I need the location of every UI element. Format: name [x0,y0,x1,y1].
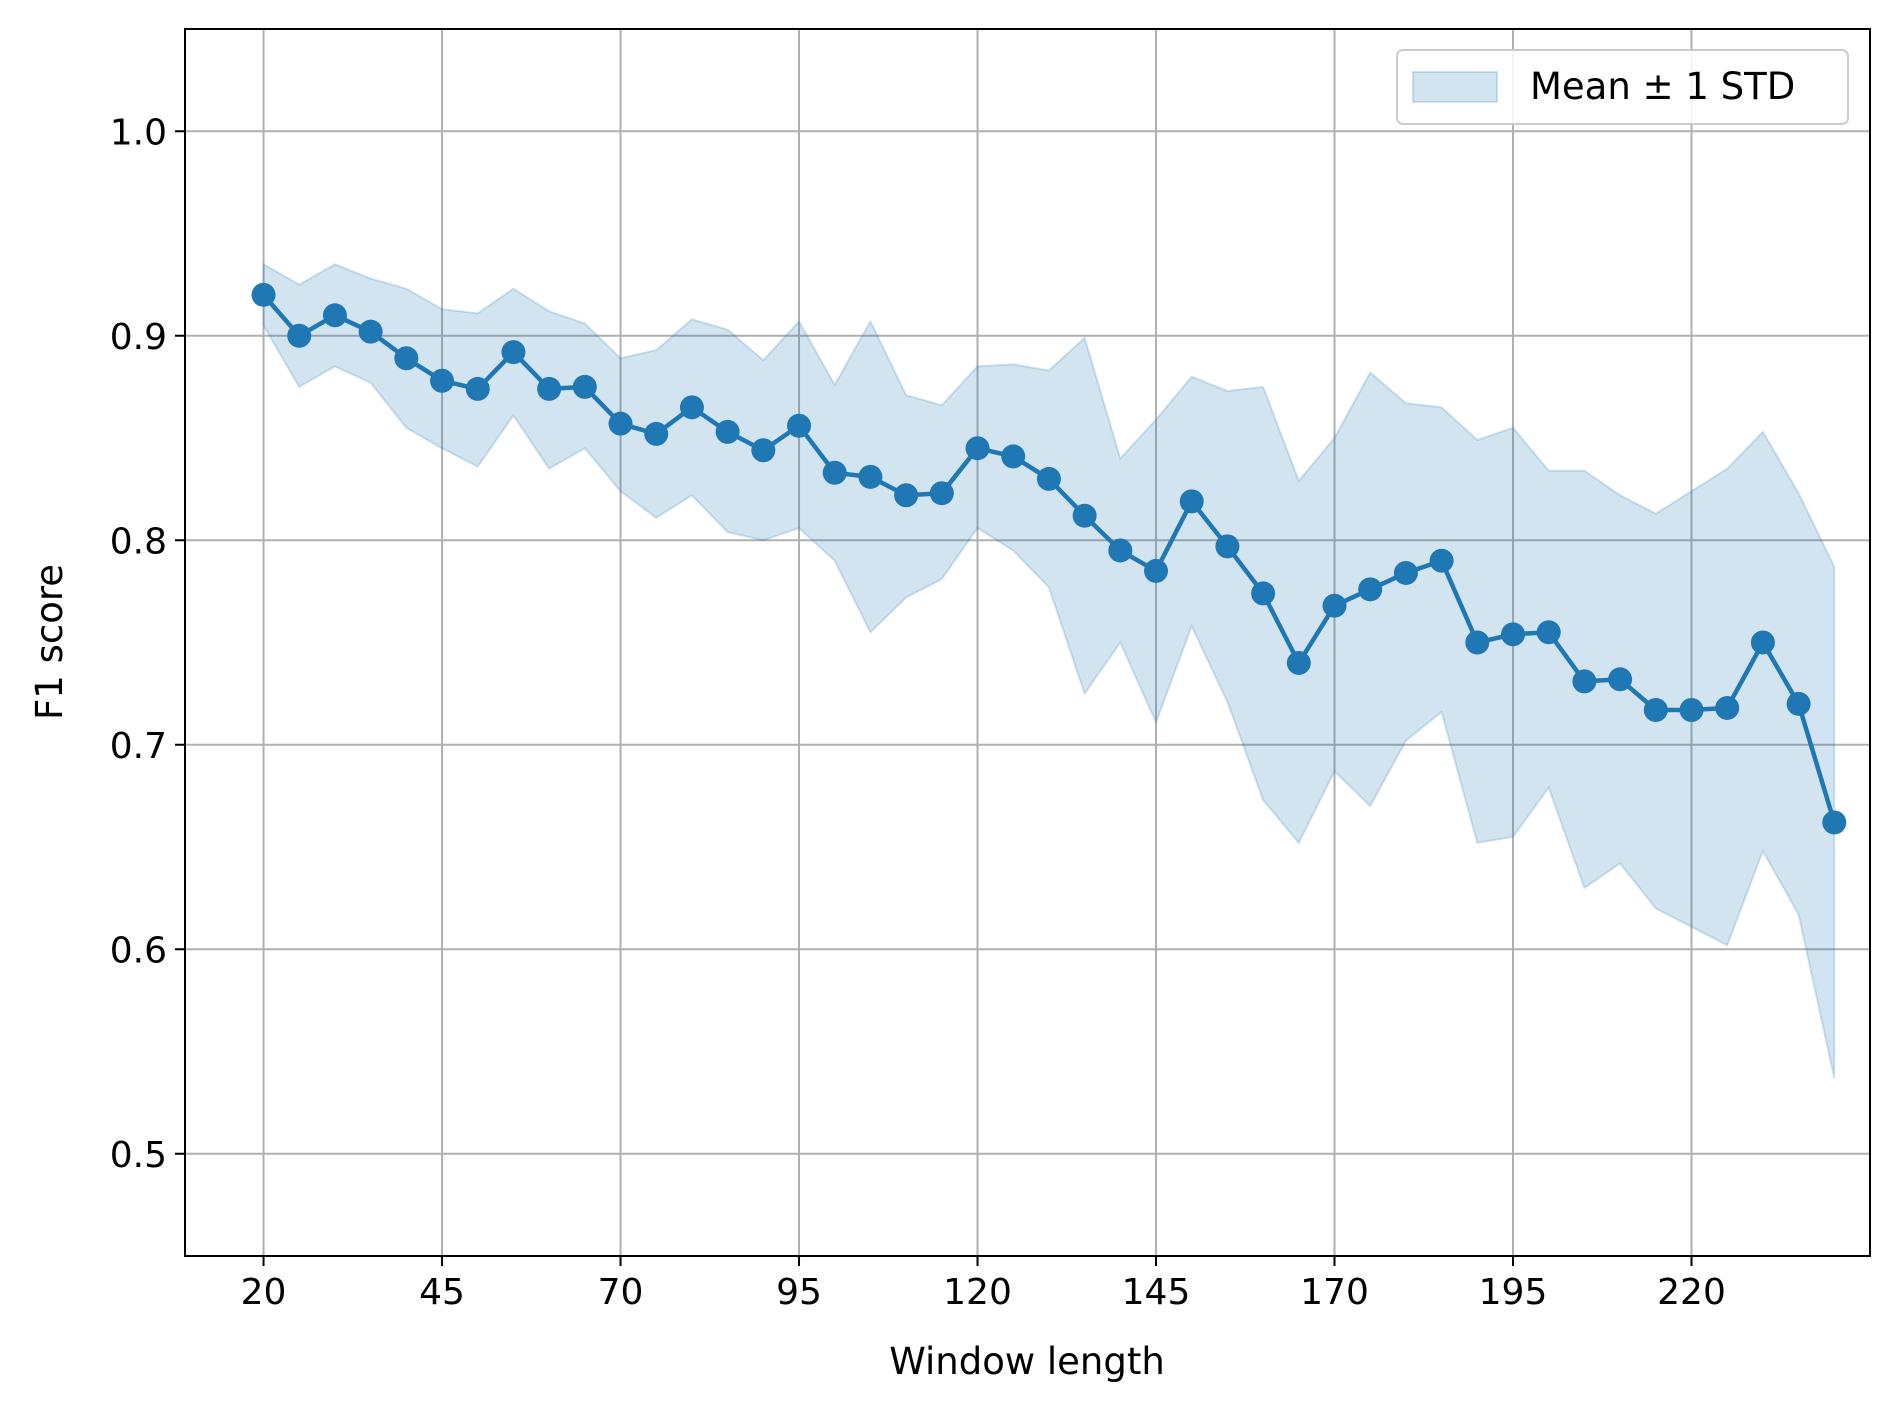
data-point [287,323,312,348]
data-point [787,413,812,438]
data-point [394,346,419,371]
data-point [430,368,455,393]
y-axis-ticks: 0.5 0.6 0.7 0.8 0.9 1.0 [110,112,185,1176]
data-point [465,376,490,401]
mean-markers [251,282,1847,835]
data-point [1822,810,1847,835]
data-point [1322,593,1347,618]
legend-box [1396,49,1849,125]
x-tick-label: 20 [241,1272,287,1313]
data-point [608,411,633,436]
data-point [322,303,347,328]
data-point [1572,669,1597,694]
data-point [501,340,526,365]
legend-entry-label: Mean ± 1 STD [1530,65,1795,108]
data-point [1251,581,1276,606]
data-point [1393,560,1418,585]
legend-swatch [1412,71,1498,103]
data-point [1501,622,1526,647]
data-point [1215,534,1240,559]
y-axis-title: F1 score [28,564,71,720]
data-point [1001,444,1026,469]
data-point [715,419,740,444]
x-tick-label: 170 [1300,1272,1369,1313]
data-point [1786,691,1811,716]
data-point [537,376,562,401]
data-point [1144,558,1169,583]
data-point [1036,466,1061,491]
data-point [894,483,919,508]
data-point [751,438,776,463]
data-point [1358,577,1383,602]
data-point [644,421,669,446]
x-tick-label: 45 [419,1272,465,1313]
y-tick-label: 1.0 [110,112,167,153]
data-point [1750,630,1775,655]
data-point [572,374,597,399]
x-tick-label: 70 [598,1272,644,1313]
data-point [1715,695,1740,720]
data-point [1108,538,1133,563]
x-axis-ticks: 20 45 70 95 120 145 170 195 220 [241,1256,1726,1313]
y-tick-label: 0.8 [110,521,167,562]
data-point [1072,503,1097,528]
data-point [1179,489,1204,514]
data-point [679,395,704,420]
y-tick-label: 0.6 [110,930,167,971]
data-point [1286,650,1311,675]
plot-frame [184,28,1871,1257]
y-tick-label: 0.7 [110,726,167,767]
plot-area [185,29,1870,1256]
data-point [1536,620,1561,645]
data-point [965,436,990,461]
std-band [262,262,1836,1079]
y-tick-label: 0.5 [110,1135,167,1176]
data-point [858,464,883,489]
x-tick-label: 145 [1122,1272,1191,1313]
x-axis-title: Window length [889,1340,1165,1383]
data-point [1679,697,1704,722]
x-tick-label: 120 [943,1272,1012,1313]
y-tick-label: 0.9 [110,317,167,358]
data-point [251,282,276,307]
x-tick-label: 95 [776,1272,822,1313]
data-point [1465,630,1490,655]
x-tick-label: 195 [1479,1272,1548,1313]
data-point [1429,548,1454,573]
x-tick-label: 220 [1657,1272,1726,1313]
data-point [358,319,383,344]
legend: Mean ± 1 STD [1396,49,1849,125]
data-point [1608,667,1633,692]
data-point [929,481,954,506]
data-point [822,460,847,485]
data-point [1643,697,1668,722]
